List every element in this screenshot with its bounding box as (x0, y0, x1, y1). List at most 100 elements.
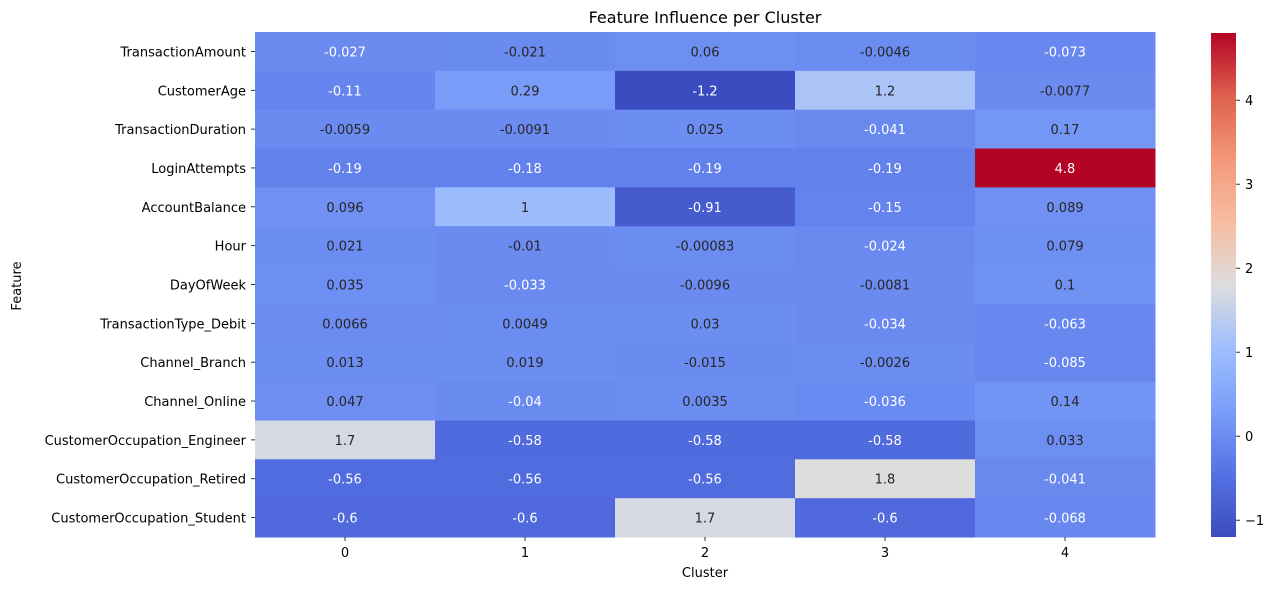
cell-label: 0.047 (326, 395, 363, 410)
heatmap-cell (795, 109, 976, 150)
cell-label: 1.7 (335, 434, 356, 449)
heatmap-cell (255, 303, 436, 344)
cell-label: -0.04 (508, 395, 542, 410)
heatmap-cell (615, 109, 796, 150)
x-tick-label: 3 (881, 546, 889, 561)
x-tick-label: 2 (701, 546, 709, 561)
y-axis-ticks: TransactionAmount CustomerAge TransactionD… (45, 45, 255, 527)
heatmap-cell (795, 148, 976, 188)
cell-label: -0.0026 (860, 356, 910, 371)
cell-label: -0.085 (1044, 356, 1086, 371)
colorbar-gradient (1211, 33, 1236, 537)
cell-label: 1.2 (875, 84, 896, 99)
colorbar-tick-label: 4 (1245, 94, 1253, 109)
colorbar-tick-label: 2 (1245, 262, 1253, 277)
heatmap-cell (615, 70, 796, 111)
cell-label: 0.079 (1046, 240, 1083, 255)
heatmap-cell (435, 187, 616, 227)
heatmap-cell (975, 381, 1156, 421)
cell-label: 0.14 (1051, 395, 1080, 410)
cell-label: -0.19 (868, 162, 902, 177)
heatmap-cell (615, 32, 796, 72)
heatmap-cell (255, 32, 436, 72)
heatmap-cell (435, 342, 616, 383)
colorbar: −1 0 1 2 3 4 (1211, 33, 1264, 537)
heatmap-cell (435, 420, 616, 460)
cell-label: 0.019 (506, 356, 543, 371)
y-tick-label: DayOfWeek (170, 279, 247, 294)
heatmap-cell (435, 303, 616, 344)
heatmap-cell (255, 381, 436, 421)
heatmap-cell (255, 109, 436, 150)
cell-label: -0.036 (864, 395, 906, 410)
heatmap-cell (975, 342, 1156, 383)
y-tick-label: TransactionAmount (120, 45, 246, 60)
heatmap-cell (795, 420, 976, 460)
cell-label: 1.8 (875, 473, 896, 488)
heatmap-cell (435, 109, 616, 150)
cell-label: -0.91 (688, 201, 722, 216)
y-tick-label: Channel_Branch (140, 356, 246, 371)
heatmap-cell (975, 265, 1156, 305)
heatmap-cell (615, 226, 796, 266)
heatmap-cell (795, 70, 976, 111)
cell-label: 0.021 (326, 240, 363, 255)
heatmap-cell (255, 420, 436, 460)
heatmap-cell (795, 459, 976, 499)
cell-label: -0.6 (512, 512, 537, 527)
y-tick-label: CustomerOccupation_Retired (56, 473, 246, 488)
heatmap-cell (975, 498, 1156, 538)
y-tick-label: CustomerOccupation_Student (51, 512, 246, 527)
heatmap-cell (975, 109, 1156, 150)
cell-label: -0.027 (324, 45, 366, 60)
y-tick-label: Channel_Online (144, 395, 246, 410)
cell-label: 4.8 (1055, 162, 1076, 177)
cell-label: 0.0035 (682, 395, 728, 410)
cell-label: -0.6 (332, 512, 357, 527)
colorbar-tick-label: 0 (1245, 430, 1253, 445)
cell-label: -0.00083 (676, 240, 734, 255)
colorbar-ticks: −1 0 1 2 3 4 (1236, 94, 1264, 529)
cell-label: 0.096 (326, 201, 363, 216)
cell-label: -0.0059 (320, 123, 370, 138)
heatmap-cell (255, 459, 436, 499)
heatmap-cell (795, 498, 976, 538)
y-tick-label: AccountBalance (142, 201, 246, 216)
colorbar-tick-label: 1 (1245, 346, 1253, 361)
cell-label: -0.015 (684, 356, 726, 371)
cell-label: 0.013 (326, 356, 363, 371)
cell-label: -0.6 (872, 512, 897, 527)
cell-label: 0.06 (691, 45, 720, 60)
heatmap-cells: -0.027 -0.021 0.06 -0.0046 -0.073 -0.11 0.29 -1… (255, 32, 1156, 538)
cell-label: -0.024 (864, 240, 906, 255)
heatmap-cell (975, 459, 1156, 499)
cell-label: -0.58 (868, 434, 902, 449)
cell-label: -0.0096 (680, 279, 730, 294)
cell-label: -0.0081 (860, 279, 910, 294)
cell-label: -0.034 (864, 317, 906, 332)
heatmap-cell (435, 498, 616, 538)
cell-label: -0.56 (688, 473, 722, 488)
cell-label: 0.17 (1051, 123, 1080, 138)
y-tick-label: TransactionDuration (114, 123, 246, 138)
cell-label: -0.021 (504, 45, 546, 60)
y-axis-label: Feature (10, 261, 25, 310)
cell-label: -0.0077 (1040, 84, 1090, 99)
cell-label: -0.01 (508, 240, 542, 255)
heatmap-cell (255, 148, 436, 188)
heatmap-cell (615, 342, 796, 383)
heatmap-cell (795, 265, 976, 305)
cell-label: 0.0049 (502, 317, 548, 332)
colorbar-tick-label: −1 (1245, 514, 1264, 529)
chart-title: Feature Influence per Cluster (589, 8, 822, 27)
cell-label: 0.025 (686, 123, 723, 138)
heatmap-cell (615, 148, 796, 188)
heatmap-cell (435, 32, 616, 72)
cell-label: -0.041 (1044, 473, 1086, 488)
cell-label: -0.58 (508, 434, 542, 449)
x-axis-label: Cluster (682, 566, 729, 581)
cell-label: -0.56 (328, 473, 362, 488)
heatmap-cell (795, 187, 976, 227)
colorbar-tick-label: 3 (1245, 178, 1253, 193)
